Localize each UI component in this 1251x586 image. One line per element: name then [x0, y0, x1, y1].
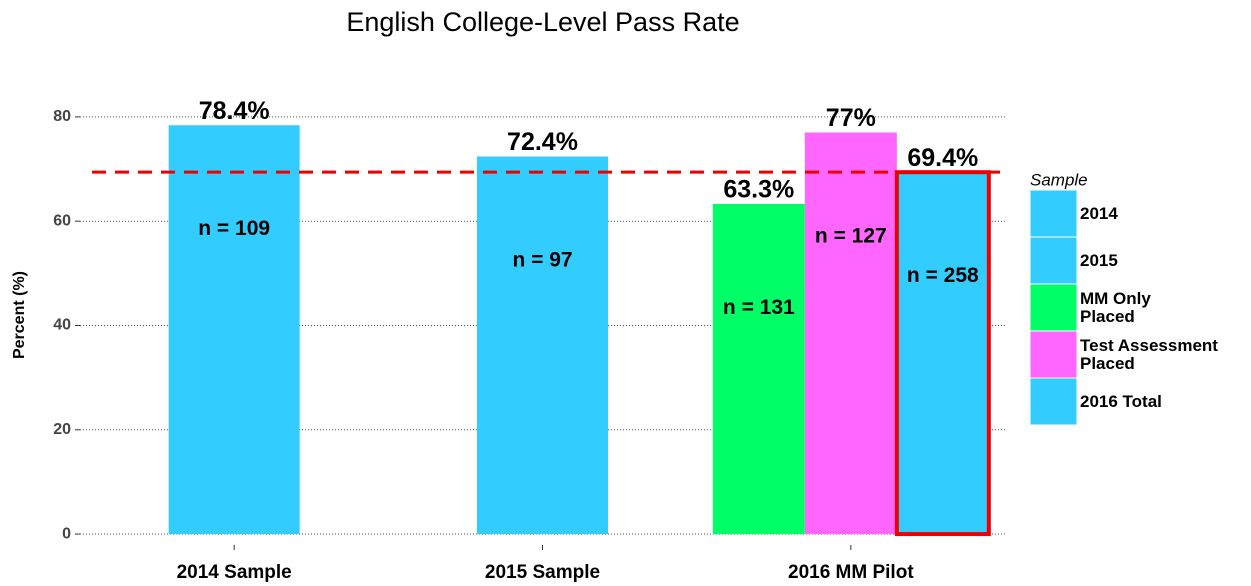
legend-label: MM Only Placed	[1080, 288, 1151, 326]
n-label: n = 97	[512, 248, 572, 271]
value-label: 78.4%	[199, 97, 270, 125]
bar	[477, 156, 608, 535]
y-tick-label: 60	[53, 212, 71, 229]
x-tick-label: 2015 Sample	[485, 562, 600, 583]
bar	[168, 125, 300, 535]
x-tick-label: 2014 Sample	[177, 562, 292, 583]
legend-label: 2015	[1080, 250, 1118, 270]
y-axis-label: Percent (%)	[11, 271, 28, 359]
value-label: 63.3%	[723, 176, 794, 204]
legend-swatch	[1029, 283, 1078, 332]
legend-label: 2014	[1080, 203, 1118, 223]
legend-title: Sample	[1030, 170, 1088, 189]
legend-swatch	[1029, 236, 1078, 285]
value-label: 77%	[826, 104, 876, 132]
bar	[894, 170, 991, 537]
legend-label: Test Assessment Placed	[1080, 335, 1218, 373]
bar	[712, 203, 805, 535]
n-label: n = 131	[723, 296, 795, 319]
n-label: n = 258	[907, 264, 979, 287]
chart-title: English College-Level Pass Rate	[346, 7, 739, 37]
n-label: n = 127	[815, 224, 887, 247]
y-tick-label: 40	[53, 317, 71, 334]
y-tick-label: 0	[62, 525, 71, 542]
legend-label: 2016 Total	[1080, 391, 1162, 411]
x-tick-label: 2016 MM Pilot	[788, 562, 914, 583]
y-tick-label: 80	[53, 108, 71, 125]
value-label: 72.4%	[507, 128, 578, 156]
legend-swatch	[1029, 189, 1078, 238]
y-tick-label: 20	[53, 421, 71, 438]
legend-swatch	[1029, 377, 1078, 426]
bar	[804, 132, 897, 535]
n-label: n = 109	[198, 217, 270, 240]
legend-swatch	[1029, 330, 1078, 379]
value-label: 69.4%	[907, 144, 978, 172]
